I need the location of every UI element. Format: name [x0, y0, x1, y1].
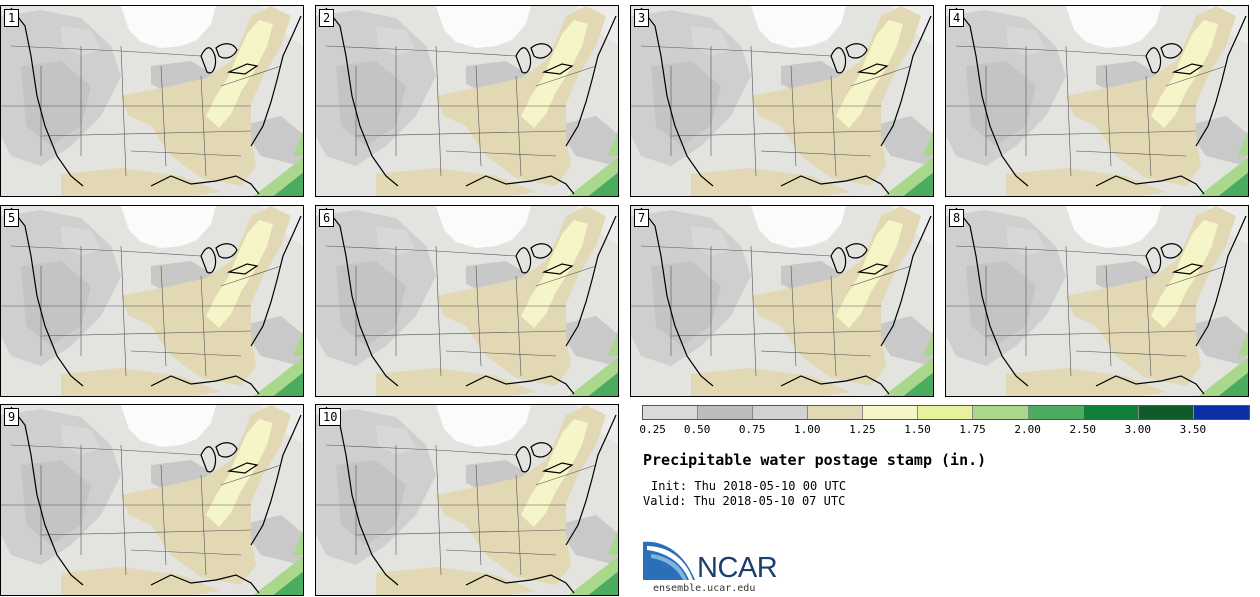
- colorbar-tick-label: 1.25: [849, 423, 876, 436]
- map-panel: 3: [630, 5, 934, 197]
- us-map-image: [946, 206, 1248, 396]
- colorbar-tick-label: 3.00: [1124, 423, 1152, 436]
- us-map-image: [1, 206, 303, 396]
- us-map-image: [1, 6, 303, 196]
- colorbar-segment: [1193, 406, 1249, 419]
- colorbar-tick-label: 2.50: [1069, 423, 1096, 436]
- colorbar-tick-label: 0.25: [639, 423, 666, 436]
- us-map-image: [946, 6, 1248, 196]
- colorbar-segment: [643, 406, 699, 419]
- colorbar-segment: [973, 406, 1029, 419]
- site-url: ensemble.ucar.edu: [653, 583, 756, 594]
- panel-number-label: 3: [634, 9, 650, 27]
- panel-number-label: 7: [634, 209, 650, 227]
- colorbar-legend: 0.25 0.50 0.75 1.00 1.25 1.50 1.75 2.00 2.50 3.00…: [639, 405, 1250, 441]
- ncar-logo-icon: [643, 541, 695, 580]
- colorbar-tick-label: 1.75: [959, 423, 986, 436]
- colorbar-segment: [808, 406, 864, 419]
- map-panel: 5: [0, 205, 304, 397]
- map-panel: 6: [315, 205, 619, 397]
- panel-number-label: 6: [319, 209, 335, 227]
- map-panel: 4: [945, 5, 1249, 197]
- colorbar-segment: [1138, 406, 1194, 419]
- us-map-image: [316, 6, 618, 196]
- colorbar-segment: [1028, 406, 1084, 419]
- colorbar-tick-label: 2.00: [1014, 423, 1041, 436]
- valid-time: Valid: Thu 2018-05-10 07 UTC: [643, 494, 846, 508]
- panel-number-label: 5: [4, 209, 20, 227]
- colorbar-tick-label: 1.00: [794, 423, 821, 436]
- colorbar-tick-label: 0.75: [738, 423, 766, 436]
- us-map-image: [631, 6, 933, 196]
- us-map-image: [316, 405, 618, 595]
- colorbar-swatches: [642, 405, 1250, 420]
- panel-number-label: 4: [949, 9, 965, 27]
- colorbar-tick-label: 0.50: [683, 423, 711, 436]
- map-panel: 1: [0, 5, 304, 197]
- map-panel: 8: [945, 205, 1249, 397]
- us-map-image: [316, 206, 618, 396]
- panel-number-label: 2: [319, 9, 335, 27]
- map-panel: 10: [315, 404, 619, 596]
- us-map-image: [631, 206, 933, 396]
- panel-number-label: 1: [4, 9, 20, 27]
- panel-number-label: 8: [949, 209, 965, 227]
- panel-number-label: 9: [4, 408, 20, 426]
- us-map-image: [1, 405, 303, 595]
- map-panel: 7: [630, 205, 934, 397]
- colorbar-segment: [863, 406, 919, 419]
- map-panel: 2: [315, 5, 619, 197]
- ncar-logo-text: NCAR: [697, 552, 778, 584]
- colorbar-segment: [918, 406, 974, 419]
- map-panel: 9: [0, 404, 304, 596]
- colorbar-segment: [753, 406, 809, 419]
- panel-number-label: 10: [319, 408, 342, 426]
- colorbar-segment: [698, 406, 754, 419]
- colorbar-tick-label: 1.50: [904, 423, 931, 436]
- colorbar-tick-label: 3.50: [1179, 423, 1207, 436]
- chart-title: Precipitable water postage stamp (in.): [643, 451, 987, 469]
- colorbar-segment: [1083, 406, 1139, 419]
- init-time: Init: Thu 2018-05-10 00 UTC: [651, 479, 847, 493]
